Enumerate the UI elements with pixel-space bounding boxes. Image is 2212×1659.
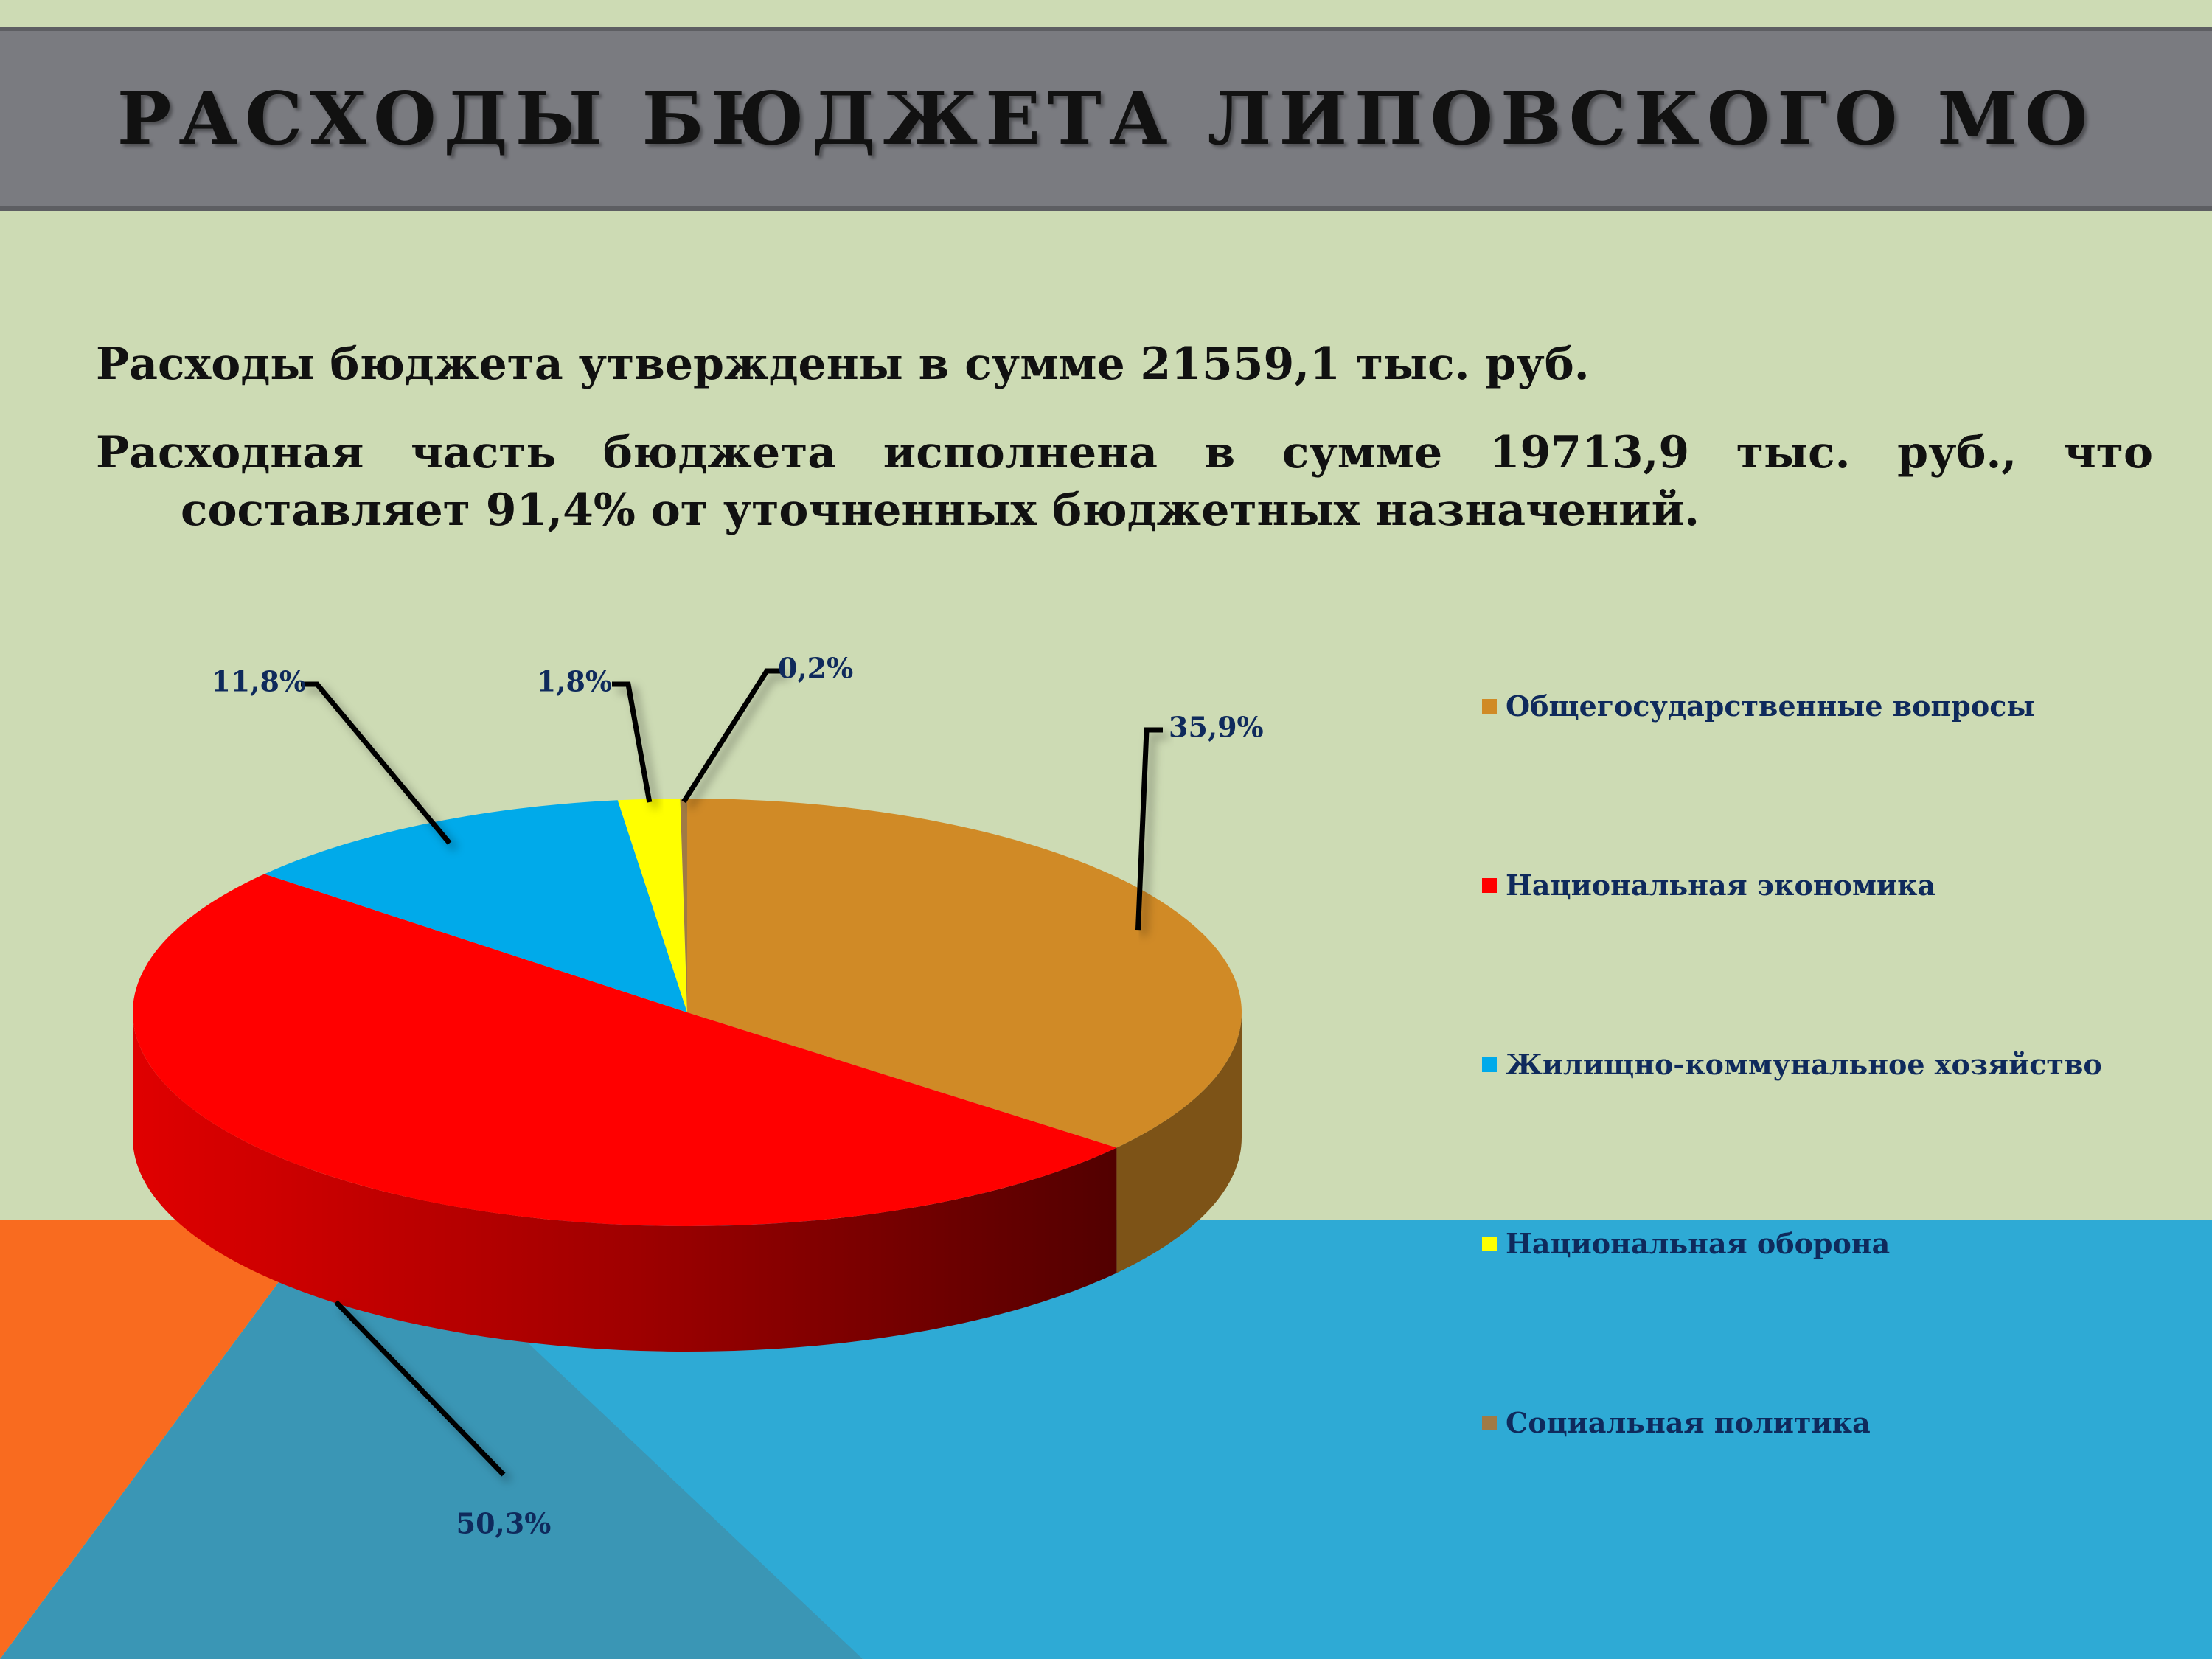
pie-slice — [680, 799, 687, 1012]
leader-line-shadow — [618, 686, 659, 809]
pie-slice — [264, 800, 688, 1012]
legend-item: Национальная оборона — [1482, 1227, 1890, 1260]
legend-swatch — [1482, 1415, 1497, 1430]
leader-line — [681, 668, 783, 804]
leader-line-shadow — [686, 673, 789, 810]
leader-line — [334, 1300, 506, 1477]
page-title: РАСХОДЫ БЮДЖЕТА ЛИПОВСКОГО МО — [116, 76, 2096, 161]
pie-leader-lines — [301, 668, 1169, 1484]
blue-decor-dark-shape — [0, 1220, 863, 1659]
title-bar: РАСХОДЫ БЮДЖЕТА ЛИПОВСКОГО МО — [0, 27, 2212, 211]
pie-data-labels: 35,9% 50,3% 11,8% 1,8% 0,2% — [211, 652, 1263, 1540]
leader-line — [1135, 727, 1163, 931]
legend-label: Национальная оборона — [1506, 1227, 1891, 1260]
legend-label: Социальная политика — [1506, 1406, 1871, 1439]
pie-data-label: 11,8% — [211, 665, 306, 698]
pie-data-label: 0,2% — [778, 652, 853, 685]
approved-expenses-text: Расходы бюджета утверждены в сумме 21559… — [96, 338, 1590, 390]
legend-label: Общегосударственные вопросы — [1506, 689, 2035, 723]
pie-data-label: 35,9% — [1169, 711, 1264, 744]
pie-slice — [132, 874, 1117, 1227]
legend-item: Общегосударственные вопросы — [1482, 689, 2034, 723]
leader-line — [612, 681, 653, 803]
leader-line — [301, 681, 452, 845]
pie-side — [132, 1012, 1242, 1352]
leader-line-shadow — [1140, 732, 1169, 936]
pie-side-slice — [1116, 1012, 1242, 1273]
legend-item: Национальная экономика — [1482, 869, 1935, 902]
executed-expenses-text: Расходная часть бюджета исполнена в сумм… — [96, 427, 2153, 536]
legend-item: Социальная политика — [1482, 1406, 1871, 1439]
legend-swatch — [1482, 877, 1497, 893]
pie-data-label: 50,3% — [456, 1507, 552, 1540]
legend-swatch — [1482, 1236, 1497, 1251]
pie-data-label: 1,8% — [537, 665, 612, 698]
legend-item: Жилищно-коммунальное хозяйство — [1482, 1048, 2102, 1081]
pie-top — [132, 799, 1242, 1227]
legend-label: Жилищно-коммунальное хозяйство — [1506, 1048, 2102, 1081]
legend-swatch — [1482, 1057, 1497, 1072]
legend-swatch — [1482, 698, 1497, 714]
legend-label: Национальная экономика — [1506, 869, 1936, 902]
pie-slice — [617, 799, 687, 1012]
pie-side-slice — [132, 1012, 1117, 1352]
pie-slice — [687, 799, 1242, 1148]
